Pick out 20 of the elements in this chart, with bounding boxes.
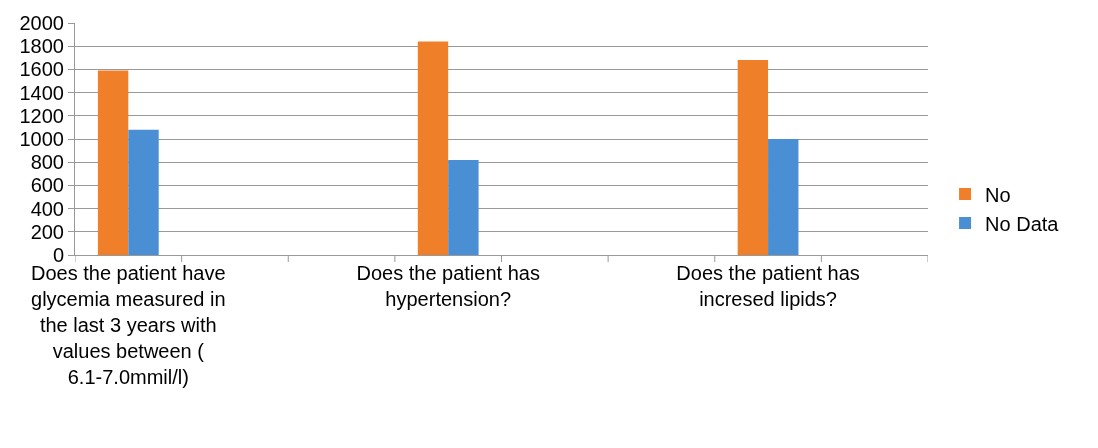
y-tick-label: 800: [30, 151, 64, 174]
y-tick-label: 1600: [19, 58, 64, 81]
y-tick-label: 200: [30, 220, 64, 243]
y-tick-label: 2000: [19, 12, 64, 34]
y-tick-label: 600: [30, 174, 64, 197]
legend-label: No Data: [985, 212, 1060, 235]
bar: [417, 41, 449, 255]
x-tick-label: Does the patient has incresed lipids?: [676, 262, 860, 310]
bar: [768, 139, 799, 255]
y-tick-label: 400: [30, 197, 64, 220]
y-tick-label: 1200: [19, 104, 64, 127]
y-tick-label: 1000: [19, 128, 64, 150]
bar: [97, 70, 129, 255]
bar: [128, 129, 159, 255]
y-tick-label: 1400: [19, 81, 64, 104]
bar: [737, 60, 769, 255]
y-tick-label: 1800: [19, 35, 64, 58]
bar: [448, 159, 479, 255]
x-tick-label: Does the patient has hypertension?: [356, 262, 540, 310]
legend-label: No: [985, 183, 1011, 206]
